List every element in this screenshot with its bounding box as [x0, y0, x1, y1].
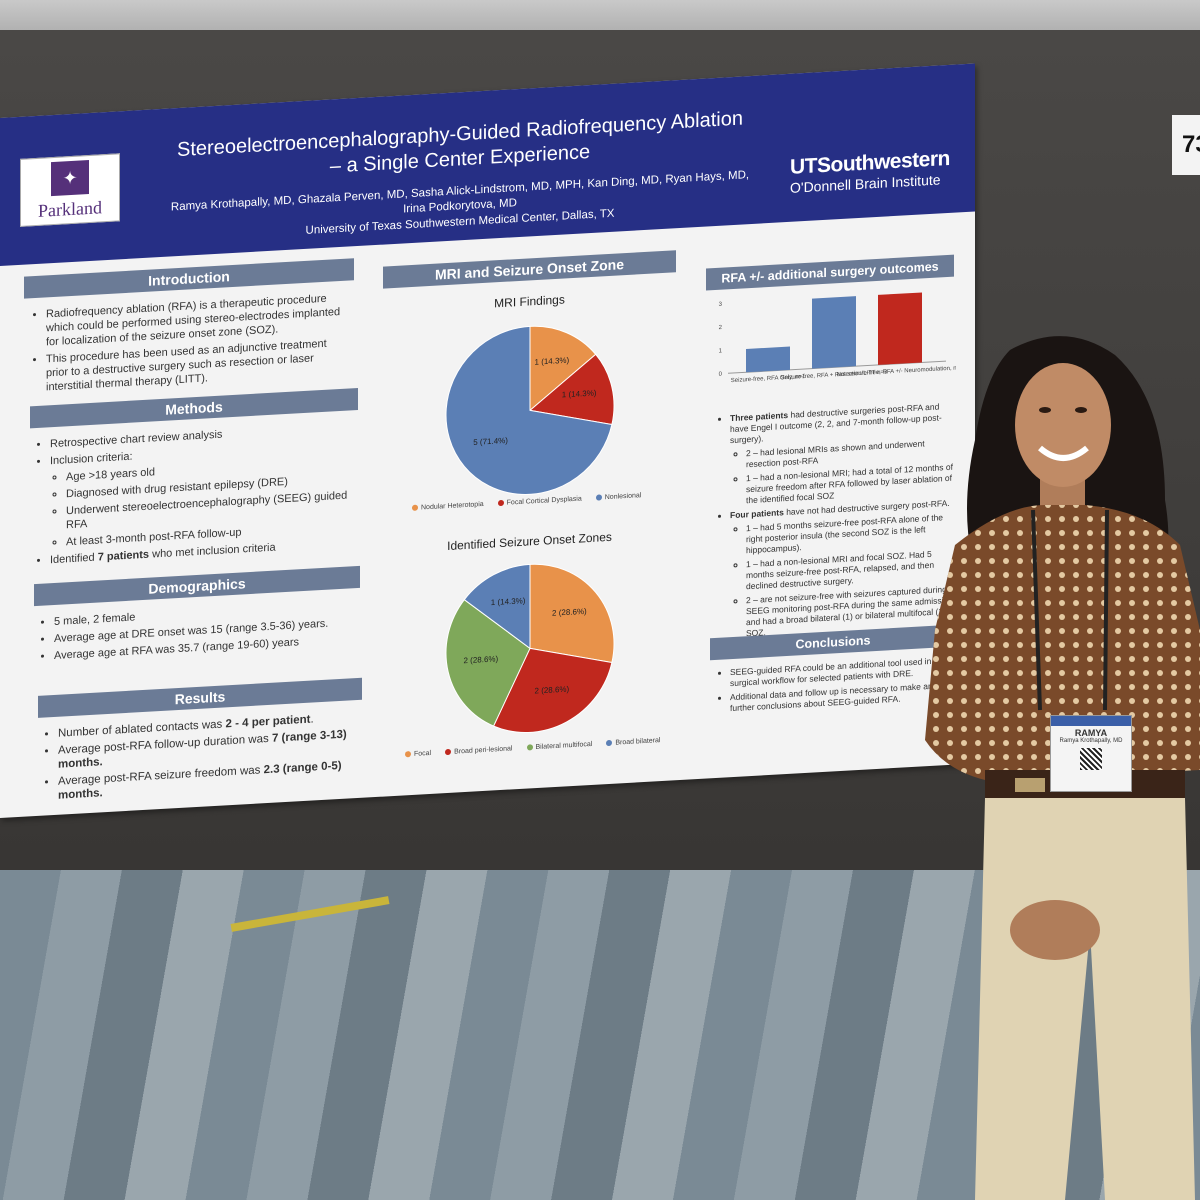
pie-slice-label: 5 (71.4%)	[473, 436, 508, 447]
parkland-logo-text: Parkland	[38, 197, 102, 221]
pie-slice	[492, 647, 613, 733]
pie-slice-label: 2 (28.6%)	[464, 654, 499, 665]
mri-findings-pie-chart: 1 (14.3%) 1 (14.3%) 5 (71.4%)	[445, 325, 615, 495]
bar	[812, 296, 856, 369]
y-tick-label: 2	[719, 325, 723, 331]
x-tick-label: Seizure-free, RFA + Resection/LITT n=3	[781, 369, 888, 381]
pie-slice	[529, 325, 597, 412]
utsw-logo: UTSouthwestern O'Donnell Brain Institute	[790, 146, 950, 196]
research-poster: ✦ Parkland Stereoelectroencephalography-…	[0, 63, 975, 819]
y-tick-label: 1	[719, 348, 723, 354]
methods-text: Retrospective chart review analysis Incl…	[36, 420, 354, 571]
demographics-text: 5 male, 2 female Average age at DRE onse…	[40, 598, 358, 667]
legend-item: Nonlesional	[595, 492, 641, 502]
bar	[746, 346, 790, 373]
badge-stripe	[1051, 716, 1131, 726]
presenter-person	[925, 336, 1200, 1200]
qr-code-icon	[1080, 748, 1102, 770]
pie-slice-label: 1 (14.3%)	[491, 596, 526, 607]
introduction-text: Radiofrequency ablation (RFA) is a thera…	[32, 291, 342, 398]
legend-item: Focal	[405, 750, 431, 758]
pie-slice	[529, 563, 615, 664]
y-tick-label: 0	[719, 372, 723, 378]
outcomes-bar-chart: 0 1 2 3 Seizure-free, RFA Only, n=1Seizure-f…	[719, 292, 956, 384]
pie-slice	[445, 325, 613, 495]
x-tick-label: Seizure-free, RFA Only, n=1	[731, 374, 806, 384]
mri-section-heading: MRI and Seizure Onset Zone	[383, 250, 676, 289]
pie-slice	[445, 598, 531, 727]
y-tick-label: 3	[719, 302, 723, 308]
booth-number-tag: 73	[1172, 115, 1200, 175]
pie-slice-label: 1 (14.3%)	[562, 388, 597, 399]
name-badge: RAMYA Ramya Krothapally, MD	[1050, 715, 1132, 792]
pie-slice	[528, 353, 615, 426]
pie-slice	[463, 563, 531, 650]
soz-pie-chart: 2 (28.6%) 2 (28.6%) 2 (28.6%) 1 (14.3%)	[445, 563, 615, 733]
results-text: Number of ablated contacts was 2 - 4 per…	[44, 710, 360, 807]
pie-slice-label: 1 (14.3%)	[535, 356, 570, 367]
bar	[878, 292, 922, 365]
parkland-emblem-icon: ✦	[51, 160, 89, 197]
pie-slice-label: 2 (28.6%)	[535, 685, 570, 696]
pie-slice-label: 2 (28.6%)	[552, 607, 587, 618]
parkland-logo: ✦ Parkland	[20, 153, 120, 227]
